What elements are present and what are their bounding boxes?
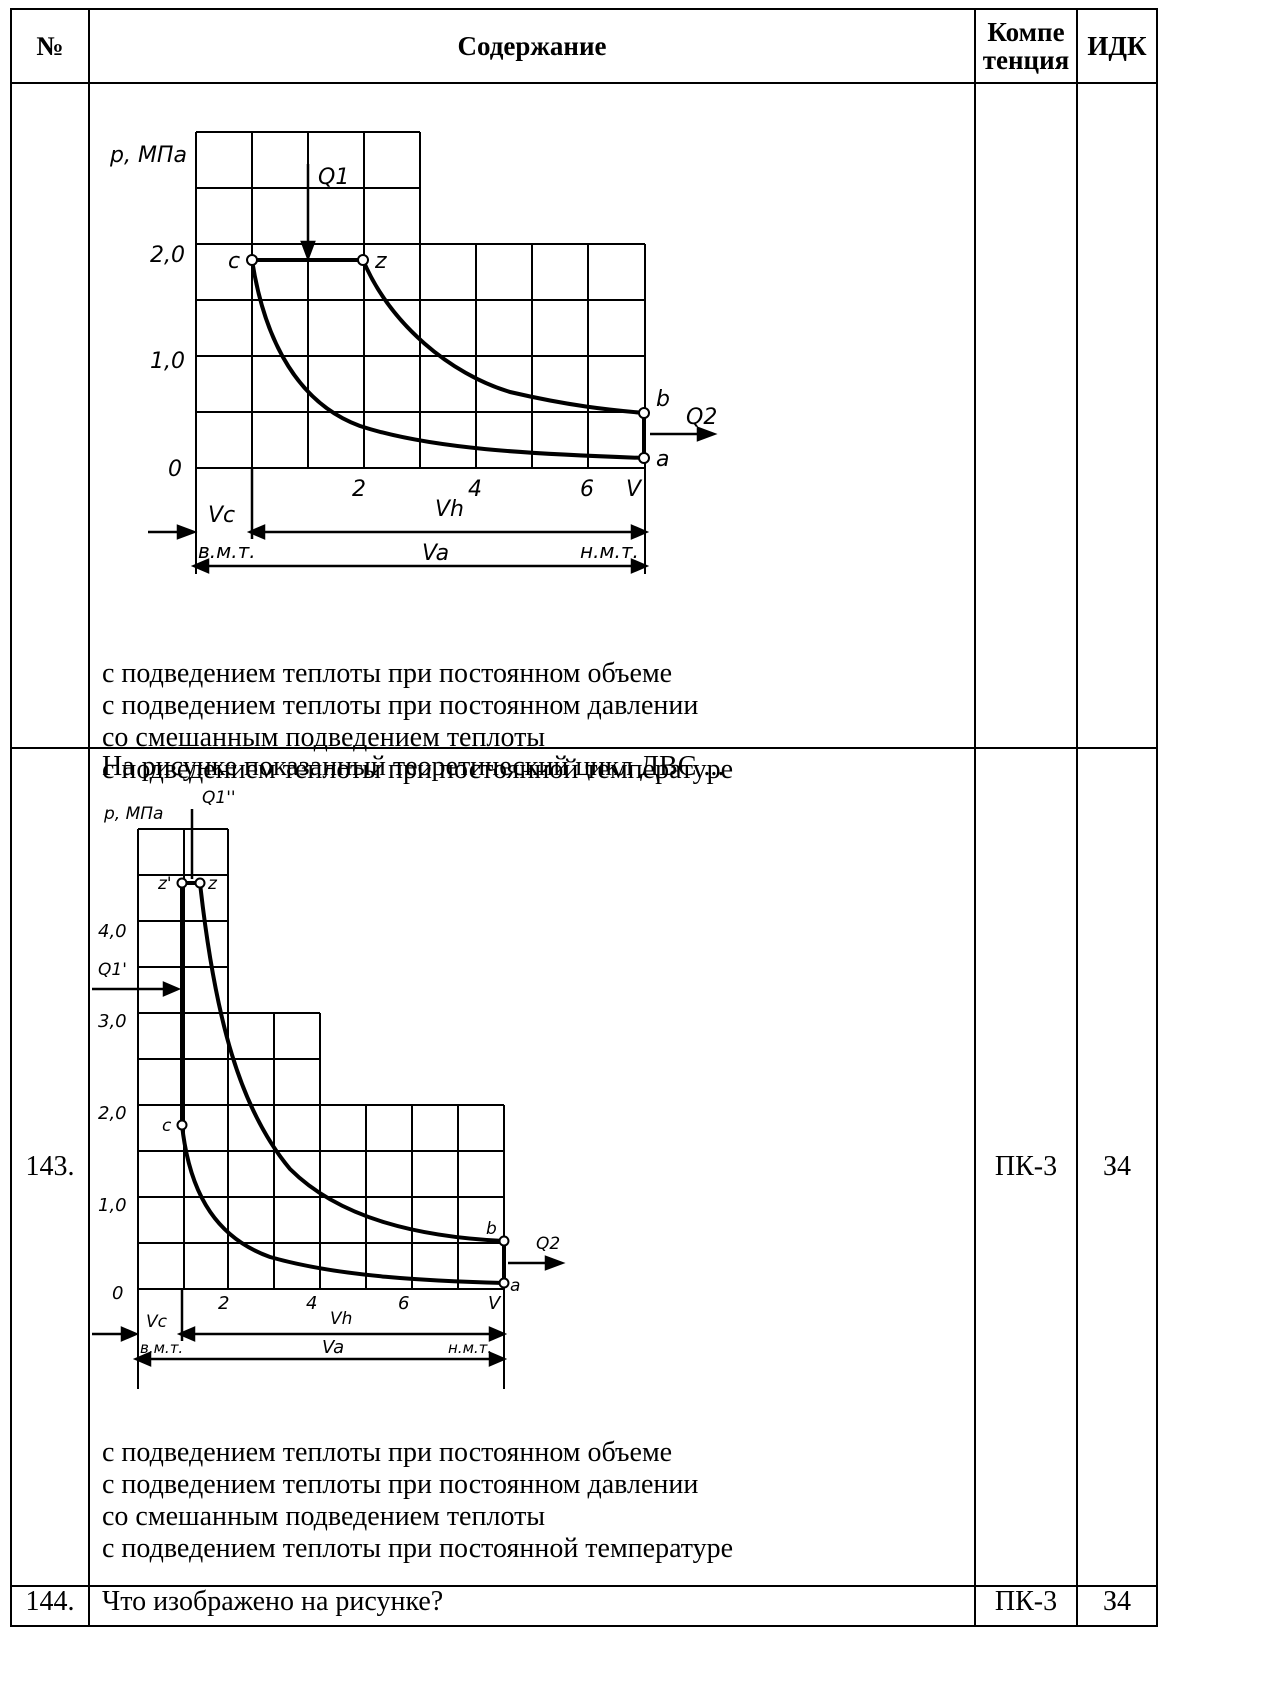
answer-option: с подведением теплоты при постоянной тем… — [102, 1533, 734, 1564]
x-tick-5: 2 — [218, 1293, 229, 1314]
row-idk-144: З4 — [1076, 1585, 1158, 1627]
header-num: № — [10, 8, 90, 84]
answer-option: со смешанным подведением теплоты — [102, 1501, 546, 1532]
arrows-2 — [92, 809, 566, 1367]
table-row-143: 143. На рисунке показанный теоретический… — [10, 747, 1158, 1587]
y-tick-2: 1,0 — [150, 349, 185, 374]
answer-option: с подведением теплоты при постоянном объ… — [102, 1437, 673, 1468]
answer-option: с подведением теплоты при постоянном дав… — [102, 690, 699, 721]
bdc-label-2: н.м.т. — [448, 1339, 492, 1357]
question-text: На рисунке показанный теоретический цикл… — [102, 751, 725, 782]
cycle-curves-2 — [180, 881, 506, 1285]
x-tick-6: 4 — [306, 1293, 317, 1314]
heat-in-2-label: Q1'' — [202, 788, 236, 808]
y-axis-label-1: p, МПа — [109, 143, 187, 168]
pv-diagram-1: p, МПа 2,0 1,0 0 2 4 6 V c z b a Q1 Q2 V… — [109, 131, 718, 574]
table-row-144: 144. Что изображено на рисунке? ПК-3 З4 — [10, 1585, 1158, 1627]
y-tick-7: 1,0 — [98, 1195, 127, 1216]
grid-2 — [137, 828, 505, 1389]
cycle-curves-1 — [250, 258, 646, 460]
point-c-label: c — [228, 249, 240, 274]
x-tick-2: 4 — [468, 477, 482, 502]
arrows-1 — [148, 164, 718, 574]
vh-label-1: Vh — [435, 497, 464, 522]
tdc-label-2: в.м.т. — [140, 1339, 183, 1357]
va-label-2: Va — [322, 1337, 344, 1358]
point-a-label-2: a — [510, 1276, 520, 1296]
y-tick-6: 2,0 — [98, 1103, 127, 1124]
point-b-label-2: b — [486, 1219, 497, 1239]
answer-option: с подведением теплоты при постоянном объ… — [102, 658, 673, 689]
header-competence-line2: тенция — [982, 45, 1070, 75]
point-z-prime-label: z' — [157, 874, 172, 894]
x-tick-4: V — [626, 477, 643, 502]
bdc-label-1: н.м.т. — [580, 539, 639, 563]
row-idk-cell — [1076, 82, 1158, 749]
y-tick-3: 0 — [168, 457, 182, 482]
y-tick-4: 4,0 — [98, 921, 127, 942]
cycle-points-1 — [246, 254, 650, 464]
question-text-144: Что изображено на рисунке? — [102, 1586, 444, 1617]
x-tick-1: 2 — [352, 477, 366, 502]
header-competence: Компе тенция — [974, 8, 1078, 84]
y-tick-1: 2,0 — [150, 243, 185, 268]
row-competence-144: ПК-3 — [974, 1585, 1078, 1627]
row-num-144: 144. — [10, 1585, 90, 1627]
point-a-label: a — [656, 447, 669, 472]
y-tick-8: 0 — [112, 1283, 123, 1304]
heat-out-label-1: Q2 — [686, 405, 717, 430]
x-tick-8: V — [488, 1293, 502, 1314]
row-competence-cell — [974, 82, 1078, 749]
table-row: p, МПа 2,0 1,0 0 2 4 6 V c z b a Q1 Q2 V… — [10, 82, 1158, 785]
header-content: Содержание — [88, 8, 976, 84]
va-label-1: Va — [422, 541, 449, 566]
questions-table: № Содержание Компе тенция ИДК — [10, 8, 1158, 1627]
row-content: На рисунке показанный теоретический цикл… — [88, 747, 976, 1587]
point-c-label-2: c — [162, 1116, 172, 1136]
row-num: 143. — [10, 747, 90, 1587]
cycle-points-2 — [176, 877, 510, 1289]
y-tick-5: 3,0 — [98, 1011, 127, 1032]
y-axis-label-2: p, МПа — [103, 804, 163, 824]
row-idk: З4 — [1076, 747, 1158, 1587]
x-tick-3: 6 — [580, 477, 594, 502]
pv-diagram-2: p, МПа 4,0 3,0 2,0 1,0 0 2 4 6 V z' z c … — [92, 788, 566, 1389]
point-b-label: b — [656, 387, 670, 412]
row-num-cell — [10, 82, 90, 749]
header-row: № Содержание Компе тенция ИДК — [10, 8, 1158, 84]
heat-in-1-label: Q1' — [98, 960, 127, 980]
vc-label-1: Vc — [208, 503, 235, 528]
answer-option: с подведением теплоты при постоянном дав… — [102, 1469, 699, 1500]
row-content-144: Что изображено на рисунке? — [88, 1585, 976, 1627]
header-idk: ИДК — [1076, 8, 1158, 84]
grid-1 — [195, 131, 646, 574]
vh-label-2: Vh — [330, 1309, 352, 1329]
row-content-cell: p, МПа 2,0 1,0 0 2 4 6 V c z b a Q1 Q2 V… — [88, 82, 976, 785]
heat-in-label-1: Q1 — [318, 165, 349, 190]
point-z-label: z — [374, 249, 387, 274]
vc-label-2: Vc — [146, 1312, 168, 1332]
answer-options-2: с подведением теплоты при постоянном объ… — [90, 1437, 733, 1565]
point-z-label-2: z — [207, 874, 218, 894]
heat-out-label-2: Q2 — [536, 1234, 560, 1254]
row-competence: ПК-3 — [974, 747, 1078, 1587]
header-competence-line1: Компе — [987, 16, 1065, 47]
x-tick-7: 6 — [398, 1293, 409, 1314]
tdc-label-1: в.м.т. — [198, 539, 256, 563]
